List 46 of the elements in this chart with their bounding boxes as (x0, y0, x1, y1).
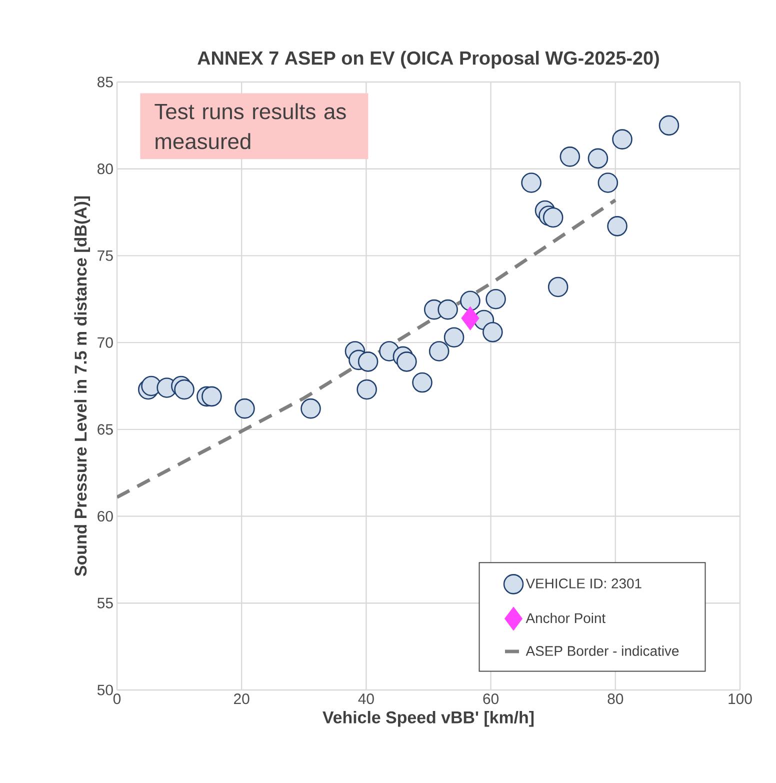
point (358, 352, 378, 372)
point (542, 207, 564, 228)
x-tick-label: 80 (608, 694, 624, 704)
x-tick-label: 40 (358, 694, 374, 704)
point (588, 148, 608, 169)
legend-label: ASEP Border - indicative (526, 646, 679, 656)
point (356, 379, 377, 400)
x-tick-label: 60 (483, 694, 499, 704)
y-tick-label: 55 (97, 598, 113, 608)
y-tick-label: 60 (98, 510, 113, 522)
point (521, 172, 542, 193)
annotation: Test runs results as measured (154, 103, 346, 150)
point (396, 352, 417, 372)
point (174, 379, 194, 400)
point (444, 327, 464, 348)
x-tick-label: 20 (234, 694, 250, 704)
point (560, 146, 580, 167)
point (482, 322, 503, 342)
chart-title: ANNEX 7 ASEP on EV (OICA Proposal WG-2025-20) (198, 50, 659, 68)
point (460, 290, 480, 312)
point (658, 115, 680, 136)
x-tick-label: 100 (728, 694, 752, 704)
y-tick-label: 85 (98, 76, 113, 88)
point (548, 276, 568, 298)
y-tick-label: 75 (98, 250, 113, 261)
point (202, 386, 222, 407)
y-tick-label: 65 (98, 424, 113, 435)
point (234, 398, 255, 419)
x-tick-label: 0 (113, 694, 121, 704)
point (607, 216, 628, 236)
point (486, 288, 506, 310)
point (612, 129, 632, 150)
legend-label: VEHICLE ID: 2301 (526, 578, 642, 588)
y-tick-label: 70 (98, 337, 113, 348)
point (598, 172, 618, 193)
point (428, 341, 450, 362)
point (412, 372, 432, 393)
y-axis-title: Sound Pressure Level in 7.5 m distance [dB(A)] (74, 196, 90, 576)
y-tick-label: 50 (97, 684, 113, 696)
legend-label: Anchor Point (526, 612, 606, 624)
point (461, 306, 480, 330)
y-tick-label: 80 (98, 164, 113, 174)
point (438, 299, 458, 320)
line-series (117, 198, 618, 499)
x-axis-title: Vehicle Speed vBB' [km/h] (322, 710, 534, 727)
point (300, 398, 321, 419)
